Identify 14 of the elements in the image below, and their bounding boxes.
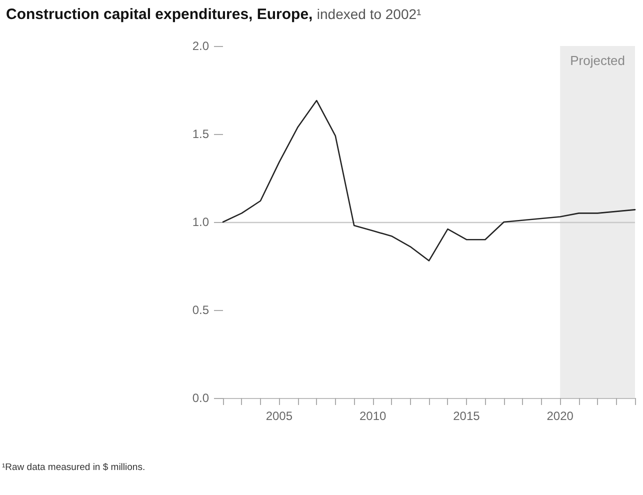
band-label: Projected [570, 53, 626, 68]
text: ¹Raw data measured in $ millions. [2, 462, 146, 473]
x-tick-label: 2020 [546, 409, 574, 423]
line-series [222, 100, 636, 262]
y-tick-label: 1.5 [192, 127, 210, 141]
x-tick-label: 2010 [359, 409, 386, 423]
y-tick-label: 2.0 [192, 39, 210, 53]
y-tick-label: 0.5 [192, 303, 210, 317]
chart-subtitle: indexed to 2002¹ [316, 6, 422, 22]
y-tick-label: 0.0 [192, 391, 210, 405]
x-tick-label: 2005 [266, 409, 293, 423]
x-tick-label: 2015 [453, 409, 480, 423]
chart-title: Construction capital expenditures, Europe, [6, 6, 313, 23]
y-tick-label: 1.0 [192, 215, 210, 229]
